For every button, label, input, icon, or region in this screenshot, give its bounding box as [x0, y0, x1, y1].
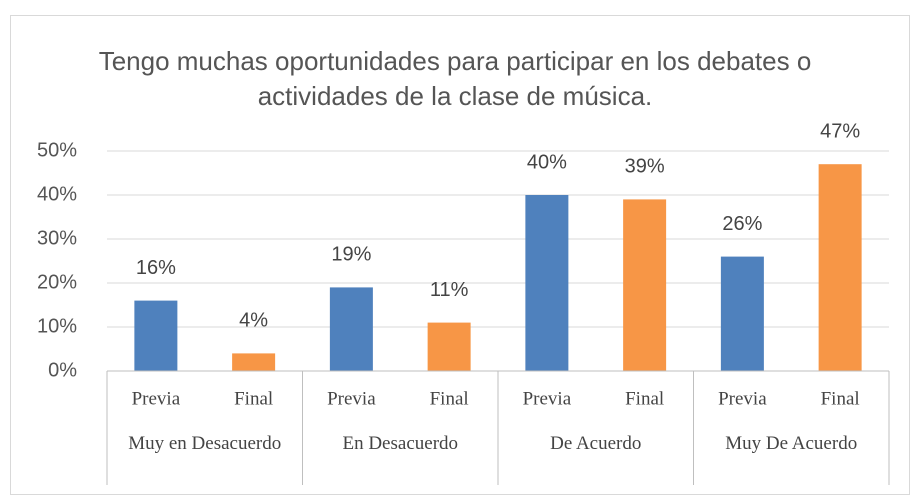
data-label: 47%	[820, 120, 860, 142]
data-label: 11%	[430, 279, 469, 301]
bar	[525, 195, 569, 371]
bar	[818, 164, 862, 371]
x-tick-label: Final	[821, 388, 860, 409]
data-label: 4%	[239, 310, 268, 332]
x-tick-label: Previa	[327, 388, 376, 409]
bar	[232, 353, 276, 371]
bar	[623, 199, 667, 371]
data-label: 19%	[331, 244, 371, 266]
data-label: 26%	[722, 213, 762, 235]
group-label: De Acuerdo	[550, 433, 642, 454]
y-tick-label: 10%	[37, 315, 77, 337]
x-tick-label: Previa	[523, 388, 572, 409]
y-tick-label: 0%	[48, 359, 77, 381]
y-tick-label: 50%	[37, 139, 77, 161]
data-label: 16%	[136, 257, 176, 279]
data-label: 39%	[625, 156, 665, 178]
bar	[134, 300, 178, 371]
bar	[720, 256, 764, 371]
group-label: Muy De Acuerdo	[725, 433, 858, 454]
group-label: En Desacuerdo	[342, 433, 459, 454]
y-tick-label: 40%	[37, 183, 77, 205]
x-tick-label: Final	[625, 388, 664, 409]
x-tick-label: Final	[234, 388, 273, 409]
x-tick-label: Previa	[718, 388, 767, 409]
x-tick-label: Previa	[132, 388, 181, 409]
bar	[329, 287, 373, 371]
bar	[427, 322, 471, 371]
group-label: Muy en Desacuerdo	[128, 433, 282, 454]
x-tick-label: Final	[430, 388, 469, 409]
data-label: 40%	[527, 151, 567, 173]
y-tick-label: 30%	[37, 227, 77, 249]
chart-title: Tengo muchas oportunidades para particip…	[98, 46, 812, 111]
y-tick-label: 20%	[37, 271, 77, 293]
